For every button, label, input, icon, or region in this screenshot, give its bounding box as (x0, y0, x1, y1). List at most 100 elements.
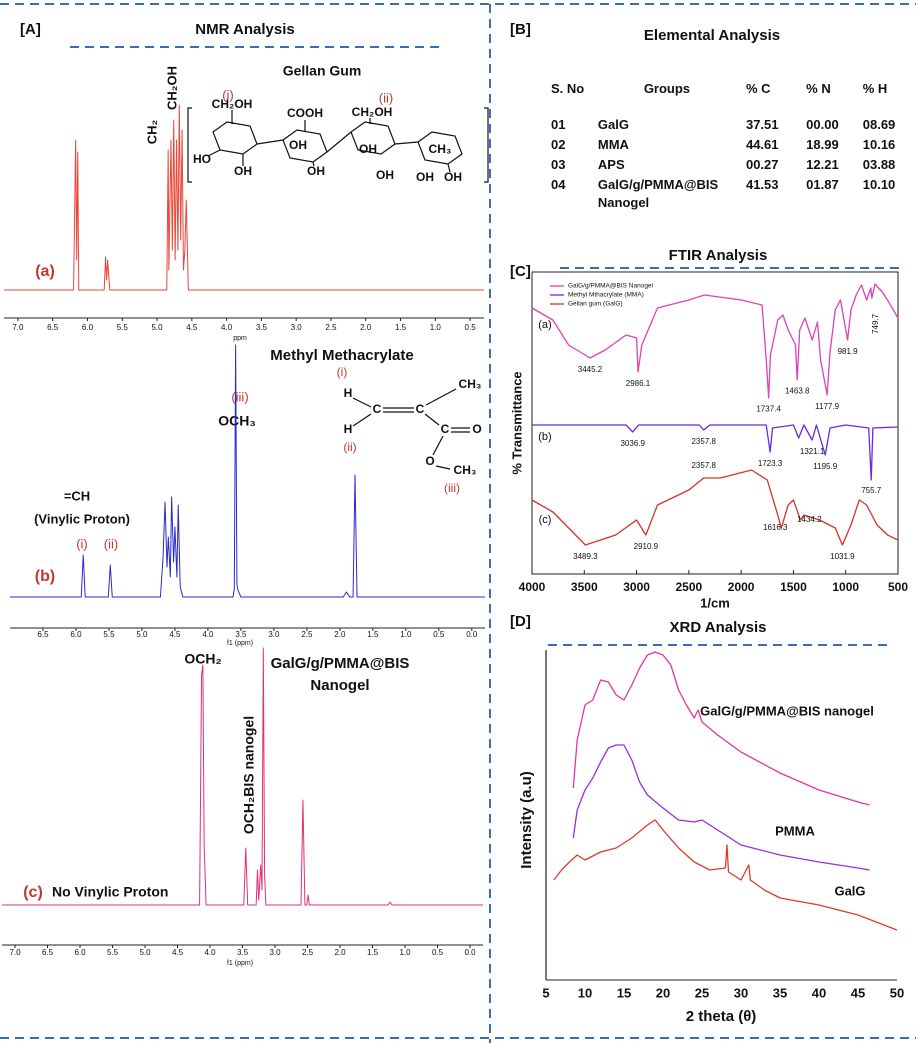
x-tick-label: 5.5 (107, 948, 119, 957)
peak-annotation: (ii) (379, 90, 393, 105)
x-tick-label: 1.5 (367, 948, 379, 957)
table-cell: Groups (643, 81, 691, 96)
structure-label: CH₃ (454, 463, 477, 477)
structure-label: O (472, 422, 481, 436)
x-tick-label: 5.0 (136, 630, 148, 639)
x-axis-label: f1 (ppm) (227, 640, 253, 647)
x-tick-label: 1.0 (399, 948, 411, 957)
x-tick-label: 30 (734, 985, 748, 1000)
peak-label: 1737.4 (756, 404, 781, 413)
peak-label: 1723.3 (758, 459, 783, 468)
peak-annotation: (i) (222, 87, 234, 102)
series-label: GalG (834, 883, 865, 898)
series-line (572, 744, 870, 871)
structure-bonds (187, 107, 489, 183)
table-cell: GalG (597, 117, 629, 132)
x-tick-label: 3500 (571, 580, 598, 594)
table-cell: 44.61 (745, 137, 779, 152)
panel-label: [A] (20, 21, 41, 38)
x-axis-label: 1/cm (700, 595, 730, 610)
structure-label: CH₃ (459, 377, 482, 391)
table-cell: 10.10 (862, 177, 896, 192)
x-tick-label: 3.5 (256, 323, 268, 332)
panel-title: Elemental Analysis (644, 27, 780, 44)
x-tick-label: 4000 (519, 580, 546, 594)
peak-annotation: OCH₃ (218, 413, 256, 429)
table-cell: 18.99 (806, 137, 839, 152)
x-tick-label: 5.0 (151, 323, 163, 332)
peak-label: 1195.9 (813, 462, 837, 471)
structure-label: H (344, 386, 353, 400)
table-cell: 10.16 (862, 137, 896, 152)
peak-annotation: OCH₂ (184, 651, 221, 667)
plot-frame (531, 271, 899, 575)
x-tick-label: 5 (542, 985, 549, 1000)
table-row: 02 MMA 44.61 18.99 10.16 (545, 136, 905, 156)
table-row: 01 GalG 37.51 00.00 08.69 (545, 116, 905, 136)
spectrum-title: Gellan Gum (283, 63, 362, 79)
series-line (4, 104, 484, 291)
x-tick-label: 3.5 (237, 948, 249, 957)
table-cell: S. No (551, 81, 585, 96)
panel-title: XRD Analysis (670, 619, 767, 636)
peak-label: 1434.2 (797, 515, 822, 524)
spectrum-label: (a) (35, 263, 55, 280)
x-tick-label: 3.0 (268, 630, 280, 639)
spectrum-title: GalG/g/PMMA@BIS (271, 655, 410, 672)
table-cell: % C (745, 81, 771, 96)
x-tick-label: 3.0 (269, 948, 281, 957)
x-tick-label: 4.0 (202, 630, 214, 639)
x-tick-label: 25 (695, 985, 709, 1000)
x-tick-label: 6.0 (82, 323, 94, 332)
peak-annotation: (iii) (231, 389, 248, 404)
series-label: (a) (538, 319, 551, 331)
table-cell: APS (597, 157, 625, 172)
x-tick-label: 10 (578, 985, 592, 1000)
table-cell: 37.51 (745, 117, 779, 132)
x-tick-label: 6.5 (47, 323, 59, 332)
x-tick-label: 2.0 (360, 323, 372, 332)
x-tick-label: 4.0 (221, 323, 233, 332)
structure-label: OH (376, 168, 394, 182)
series-line (10, 344, 485, 598)
panel-label: [C] (510, 263, 531, 280)
structure-label: CH₂OH (212, 97, 253, 111)
x-tick-label: 4.5 (172, 948, 184, 957)
structure-label: OH (234, 164, 252, 178)
series-line (2, 647, 483, 906)
structure-label: CH₃ (429, 142, 452, 156)
x-tick-label: 2.0 (334, 630, 346, 639)
structure-label: (iii) (444, 481, 460, 495)
x-axis-label: 2 theta (θ) (686, 1008, 757, 1025)
structure-label: O (425, 454, 434, 468)
table-row: 04 GalG/g/PMMA@BIS Nanogel 41.53 01.87 10.10 (545, 176, 905, 214)
x-tick-label: 1500 (780, 580, 807, 594)
x-tick-label: 2500 (676, 580, 703, 594)
x-tick-label: 1000 (832, 580, 859, 594)
peak-label: 755.7 (861, 486, 882, 495)
peak-label: 749.7 (871, 313, 880, 334)
table-cell: 08.69 (862, 117, 896, 132)
peak-label: 1463.8 (785, 387, 810, 396)
x-tick-label: 1.0 (430, 323, 442, 332)
x-tick-label: 500 (888, 580, 908, 594)
structure-label: OH (416, 170, 434, 184)
peak-label: 1616.3 (763, 523, 788, 532)
x-tick-label: 0.5 (433, 630, 445, 639)
x-tick-label: 7.0 (9, 948, 21, 957)
y-axis-label: % Transmittance (509, 371, 524, 474)
table-cell: 01.87 (806, 177, 839, 192)
peak-label: 3036.9 (620, 439, 645, 448)
table-cell: MMA (597, 137, 629, 152)
peak-label: 1031.9 (830, 552, 855, 561)
panel-title: NMR Analysis (195, 21, 294, 38)
table-cell: 01 (551, 117, 566, 132)
peak-label: 3489.3 (573, 552, 598, 561)
table-cell: % N (806, 81, 831, 96)
spectrum-label: (c) (23, 884, 43, 901)
peak-annotation: =CH (64, 488, 90, 503)
table-cell: 04 (551, 177, 566, 192)
table-cell: 03.88 (862, 157, 896, 172)
x-tick-label: 6.0 (70, 630, 82, 639)
